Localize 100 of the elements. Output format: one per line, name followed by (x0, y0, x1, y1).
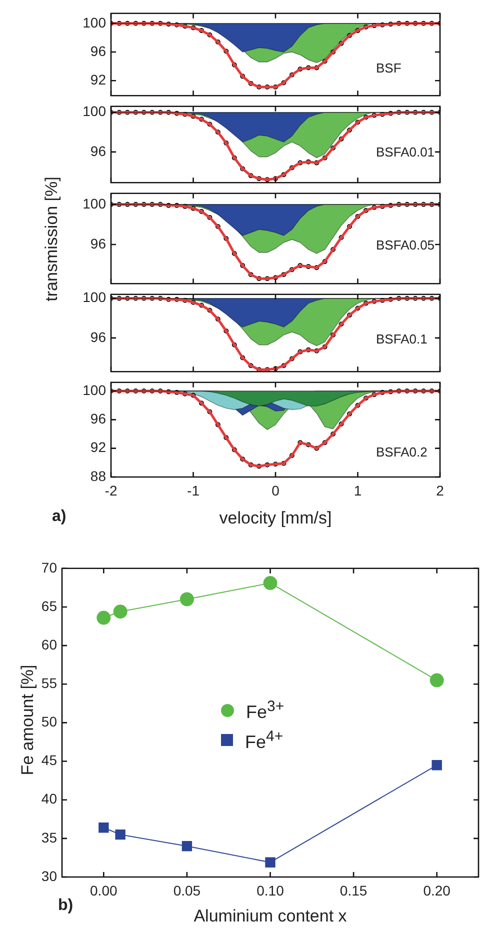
point (248, 80, 254, 86)
y-tick-label: 100 (82, 195, 106, 212)
text: a) (52, 508, 66, 526)
point (124, 20, 130, 26)
point (372, 298, 377, 304)
x-tick-label: -1 (187, 482, 200, 498)
point (273, 176, 278, 182)
point (224, 48, 229, 54)
y-tick-label: 50 (41, 714, 58, 730)
point (404, 296, 410, 301)
annotation: BSFA0.1 (376, 332, 428, 346)
y-tick-label: 100 (82, 382, 106, 398)
point (289, 72, 294, 78)
point (281, 172, 286, 178)
x-tick-label: 2 (436, 482, 444, 498)
point (116, 20, 122, 26)
point (347, 33, 352, 38)
y-tick-label: 96 (90, 42, 106, 59)
point (306, 264, 311, 270)
x-tick-label: 0.20 (423, 882, 451, 898)
point (380, 22, 385, 28)
point (421, 20, 426, 26)
point (363, 300, 368, 306)
point (289, 453, 294, 458)
point (289, 267, 294, 272)
point (380, 298, 385, 303)
point (207, 308, 212, 313)
y-tick-label: 30 (41, 868, 58, 884)
y-tick-label: 92 (90, 439, 106, 456)
y-tick-label: 60 (41, 636, 58, 652)
point (421, 388, 426, 394)
point (240, 263, 246, 268)
point (404, 20, 410, 26)
legend-label: Fe$^{4+}$ (245, 728, 284, 752)
point (314, 446, 320, 451)
y-tick-label: 100 (82, 14, 106, 30)
x-tick-label: 0.00 (90, 882, 118, 898)
point (133, 296, 138, 301)
point (190, 300, 196, 305)
point (158, 20, 163, 26)
point (158, 388, 163, 394)
point (421, 202, 426, 207)
point (166, 296, 172, 302)
point (166, 389, 172, 394)
point (198, 28, 204, 34)
point (264, 276, 270, 282)
point (421, 110, 426, 115)
point (388, 389, 394, 394)
point (281, 363, 286, 368)
point (330, 145, 336, 150)
point (372, 392, 377, 398)
x-axis-title: velocity [mm/s] (219, 508, 332, 528)
point (380, 112, 385, 117)
point (363, 208, 368, 213)
point (215, 130, 220, 135)
point (232, 155, 237, 160)
point (363, 396, 368, 401)
point (240, 355, 246, 360)
point (322, 440, 328, 446)
point (322, 344, 328, 350)
point (347, 128, 352, 133)
point (133, 110, 138, 115)
point (232, 447, 237, 452)
point (174, 22, 180, 28)
point (182, 391, 188, 396)
point (232, 342, 237, 348)
point (432, 760, 442, 770)
point (166, 22, 172, 27)
annotation: BSFA0.01 (376, 144, 435, 160)
point (248, 173, 254, 178)
point (372, 23, 377, 28)
point (363, 114, 368, 120)
point (133, 388, 138, 394)
point (289, 165, 294, 170)
point (248, 272, 254, 278)
point (396, 388, 402, 394)
point (273, 84, 278, 90)
y-tick-label: 96 (90, 235, 106, 252)
y-axis-title: transmission [%] (42, 176, 62, 301)
point (116, 388, 122, 394)
point (355, 214, 360, 219)
point (404, 202, 410, 207)
y-tick-label: 45 (41, 752, 58, 768)
legend-label: Fe$^{3+}$ (246, 698, 284, 722)
point (347, 312, 352, 318)
point (404, 388, 410, 394)
point (182, 204, 188, 209)
point (180, 592, 194, 606)
point (141, 296, 146, 301)
point (396, 202, 402, 207)
point (240, 74, 246, 79)
point (116, 110, 122, 115)
point (265, 857, 276, 868)
point (404, 110, 410, 115)
point (306, 347, 311, 352)
point (198, 208, 204, 214)
point (248, 462, 254, 468)
point (113, 604, 128, 619)
y-tick-label: 65 (41, 598, 58, 614)
point (314, 65, 320, 70)
